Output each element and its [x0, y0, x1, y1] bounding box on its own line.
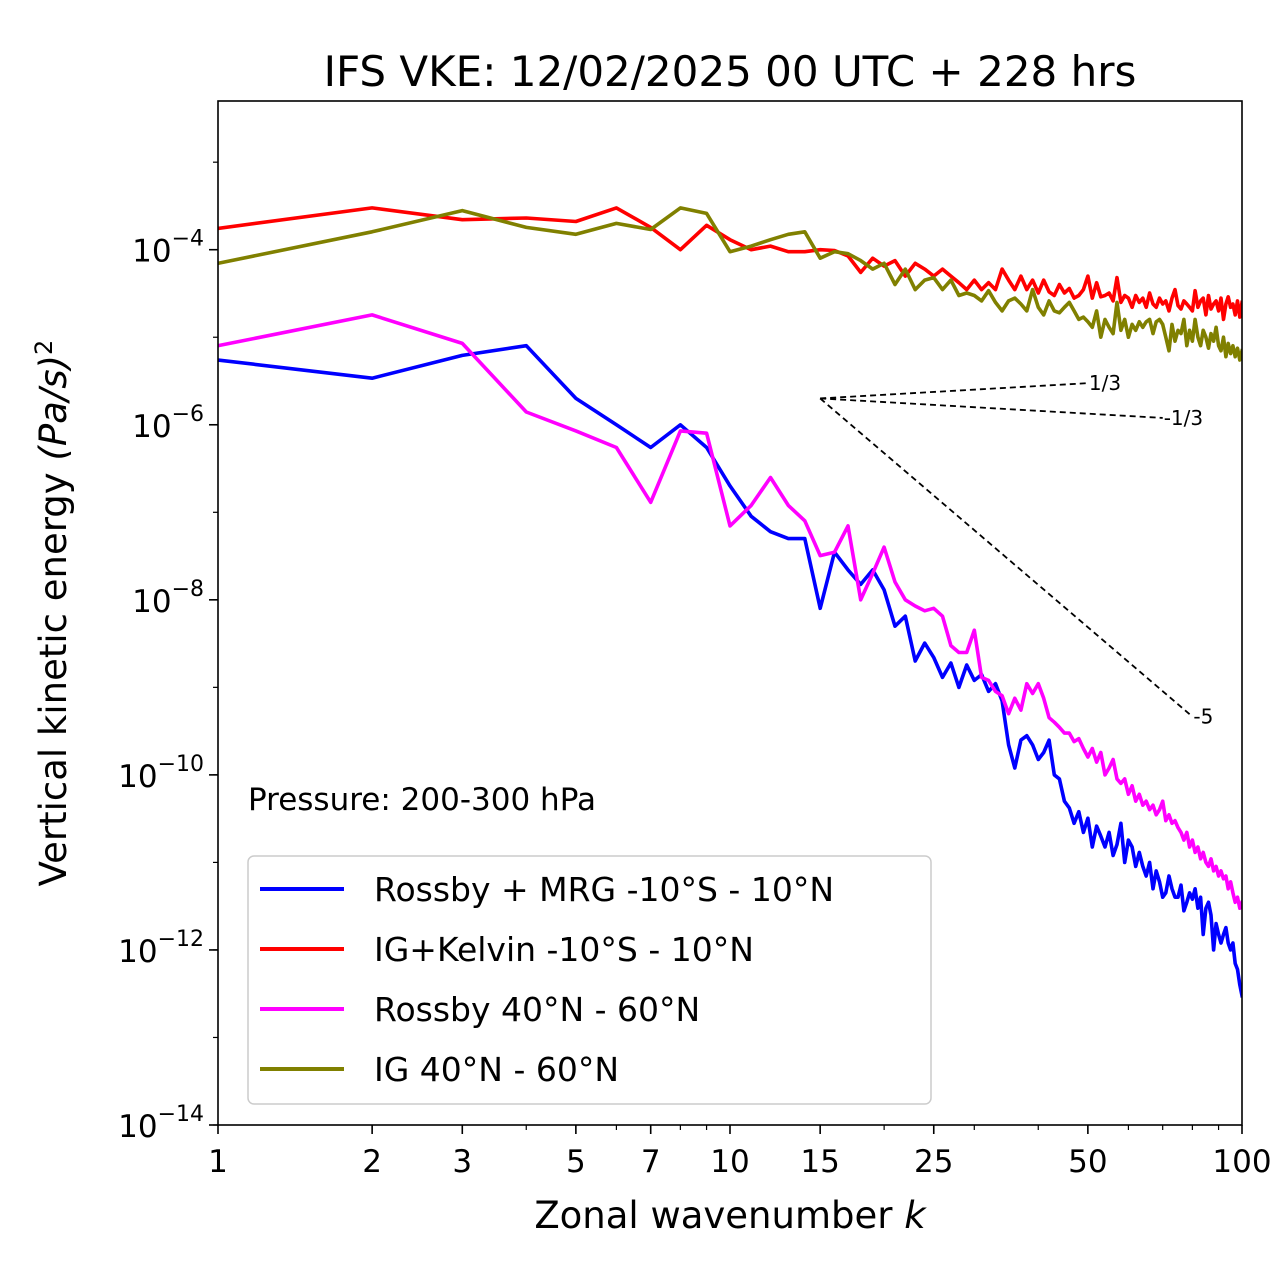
x-axis-label-text: Zonal wavenumber	[534, 1194, 893, 1237]
x-tick-label: 15	[800, 1144, 839, 1180]
series-layer	[218, 206, 1242, 998]
legend-label-1: IG+Kelvin -10°S - 10°N	[374, 930, 754, 969]
legend-label-2: Rossby 40°N - 60°N	[374, 990, 700, 1029]
y-axis-label-unit: (Pa/s)	[32, 355, 75, 461]
y-axis-label-exp: 2	[30, 340, 58, 355]
y-tick-exponent: −6	[172, 402, 204, 427]
chart-title: IFS VKE: 12/02/2025 00 UTC + 228 hrs	[324, 47, 1137, 96]
y-tick-exponent: −4	[172, 227, 204, 252]
x-tick-label: 2	[362, 1144, 382, 1180]
reference-slope-layer: 1/3 -1/3 -5	[819, 371, 1213, 729]
reference-slope-label-2: -5	[1193, 705, 1213, 729]
legend-box	[247, 855, 932, 1105]
x-tick-label: 25	[914, 1144, 953, 1180]
y-tick-base: 10	[132, 234, 171, 270]
y-tick-label: 10−14	[118, 1102, 204, 1145]
y-tick-base: 10	[118, 1109, 157, 1145]
y-tick-label: 10−10	[118, 752, 204, 795]
legend-label-3: IG 40°N - 60°N	[374, 1050, 619, 1089]
reference-slope-label-1: -1/3	[1164, 406, 1203, 430]
x-tick-label: 50	[1068, 1144, 1107, 1180]
y-tick-exponent: −14	[158, 1102, 204, 1127]
y-tick-exponent: −12	[158, 927, 204, 952]
reference-slope-line-1	[820, 397, 1163, 419]
x-axis-ticks: 1 2 3 5 7 10 15 25 50 100	[208, 1125, 1272, 1180]
x-axis-label-var: k	[904, 1194, 927, 1237]
x-tick-label: 10	[710, 1144, 749, 1180]
y-tick-exponent: −10	[158, 752, 204, 777]
x-tick-label: 3	[452, 1144, 472, 1180]
x-tick-label: 100	[1212, 1144, 1271, 1180]
series-line-1	[218, 206, 1242, 322]
pressure-annotation: Pressure: 200-300 hPa	[248, 782, 596, 818]
legend-items: Rossby + MRG -10°S - 10°N IG+Kelvin -10°S…	[260, 870, 834, 1089]
legend-label-0: Rossby + MRG -10°S - 10°N	[374, 870, 834, 909]
y-axis-label-text: Vertical kinetic energy	[32, 472, 75, 886]
y-tick-exponent: −8	[172, 577, 204, 602]
reference-slope-label-0: 1/3	[1089, 371, 1121, 395]
y-tick-label: 10−4	[132, 227, 204, 270]
reference-slope-line-2	[819, 397, 1193, 718]
x-axis-label: Zonal wavenumber k	[534, 1194, 927, 1237]
y-tick-base: 10	[118, 759, 157, 795]
x-tick-label: 1	[208, 1144, 228, 1180]
y-tick-label: 10−6	[132, 402, 204, 445]
y-axis-label: Vertical kinetic energy (Pa/s)2	[30, 340, 75, 887]
x-tick-label: 7	[641, 1144, 661, 1180]
y-tick-label: 10−8	[132, 577, 204, 620]
y-tick-base: 10	[132, 584, 171, 620]
series-line-3	[218, 206, 1242, 362]
x-tick-label: 5	[566, 1144, 586, 1180]
series-line-2	[218, 313, 1242, 911]
y-tick-label: 10−12	[118, 927, 204, 970]
series-line-0	[218, 343, 1242, 998]
y-tick-base: 10	[132, 409, 171, 445]
y-tick-base: 10	[118, 934, 157, 970]
reference-slope-line-0	[820, 382, 1088, 400]
legend: Rossby + MRG -10°S - 10°N IG+Kelvin -10°S…	[247, 855, 932, 1105]
